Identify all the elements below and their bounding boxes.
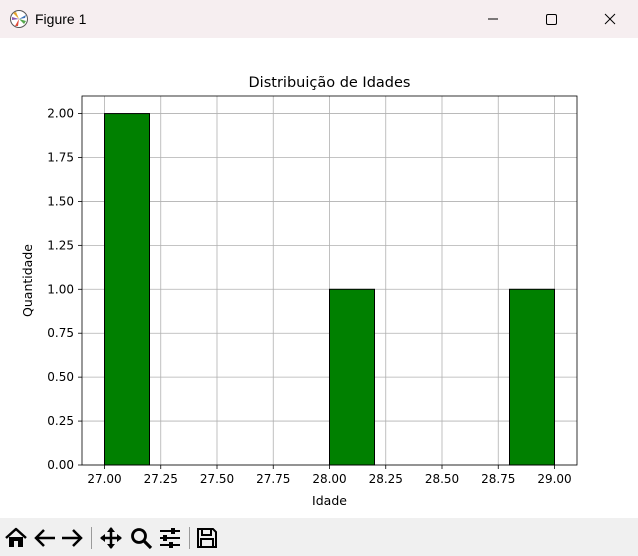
save-button[interactable] <box>195 526 219 550</box>
home-icon <box>5 527 27 547</box>
y-tick-label: 1.50 <box>47 194 74 208</box>
save-icon <box>197 528 217 548</box>
navigation-toolbar <box>0 518 638 556</box>
y-tick-label: 0.00 <box>47 458 74 472</box>
chart-title: Distribuição de Idades <box>249 75 411 91</box>
home-button[interactable] <box>4 526 28 550</box>
zoom-icon <box>131 528 153 550</box>
figure-canvas[interactable]: 27.00 27.25 27.50 27.75 28.00 28.25 28.50 28.75… <box>0 38 638 518</box>
y-tick-label: 1.25 <box>47 238 74 252</box>
x-tick-label: 28.25 <box>369 472 403 486</box>
y-tick-label: 2.00 <box>47 107 74 121</box>
y-tick-label: 0.25 <box>47 414 74 428</box>
x-tick-label: 28.50 <box>425 472 459 486</box>
x-tick-label: 27.50 <box>200 472 234 486</box>
y-tick-label: 0.75 <box>47 326 74 340</box>
x-tick-label: 27.00 <box>87 472 121 486</box>
histogram-bar <box>104 113 150 466</box>
maximize-icon <box>546 14 557 25</box>
y-tick-label: 1.75 <box>47 151 74 165</box>
x-tick-label: 27.75 <box>256 472 290 486</box>
title-bar: Figure 1 <box>0 0 638 38</box>
zoom-button[interactable] <box>129 526 153 550</box>
pan-button[interactable] <box>99 526 123 550</box>
minimize-button[interactable] <box>464 0 522 38</box>
pan-icon <box>100 527 122 549</box>
x-axis-label: Idade <box>312 493 347 508</box>
y-tick-label: 0.50 <box>47 370 74 384</box>
forward-button[interactable] <box>60 526 84 550</box>
window-title: Figure 1 <box>35 11 87 27</box>
configure-subplots-icon <box>160 528 180 548</box>
histogram-chart: 27.00 27.25 27.50 27.75 28.00 28.25 28.50 28.75… <box>20 75 578 508</box>
minimize-icon <box>488 18 498 20</box>
close-button[interactable] <box>580 0 638 38</box>
y-tick-label: 1.00 <box>47 282 74 296</box>
configure-subplots-button[interactable] <box>158 526 182 550</box>
x-tick-label: 27.25 <box>144 472 178 486</box>
toolbar-separator <box>189 527 190 549</box>
x-tick-label: 28.75 <box>481 472 515 486</box>
back-button[interactable] <box>33 526 57 550</box>
y-axis-label: Quantidade <box>20 244 35 317</box>
matplotlib-logo-icon <box>9 9 29 29</box>
maximize-button[interactable] <box>522 0 580 38</box>
histogram-bar <box>509 288 555 466</box>
x-tick-label: 28.00 <box>312 472 346 486</box>
toolbar-separator <box>91 527 92 549</box>
x-tick-label: 29.00 <box>537 472 571 486</box>
histogram-bar <box>329 288 375 466</box>
back-icon <box>34 529 55 547</box>
close-icon <box>604 13 616 25</box>
forward-icon <box>62 529 83 547</box>
